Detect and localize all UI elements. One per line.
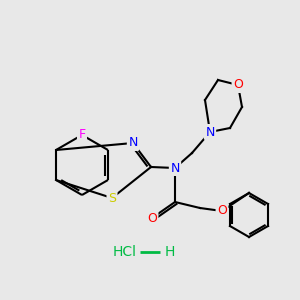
Text: N: N	[170, 161, 180, 175]
Text: H: H	[165, 245, 175, 259]
Text: S: S	[108, 191, 116, 205]
Text: F: F	[78, 128, 85, 142]
Text: HCl: HCl	[113, 245, 137, 259]
Text: O: O	[233, 79, 243, 92]
Text: N: N	[128, 136, 138, 149]
Text: O: O	[147, 212, 157, 224]
Text: O: O	[217, 205, 227, 218]
Text: N: N	[205, 125, 215, 139]
